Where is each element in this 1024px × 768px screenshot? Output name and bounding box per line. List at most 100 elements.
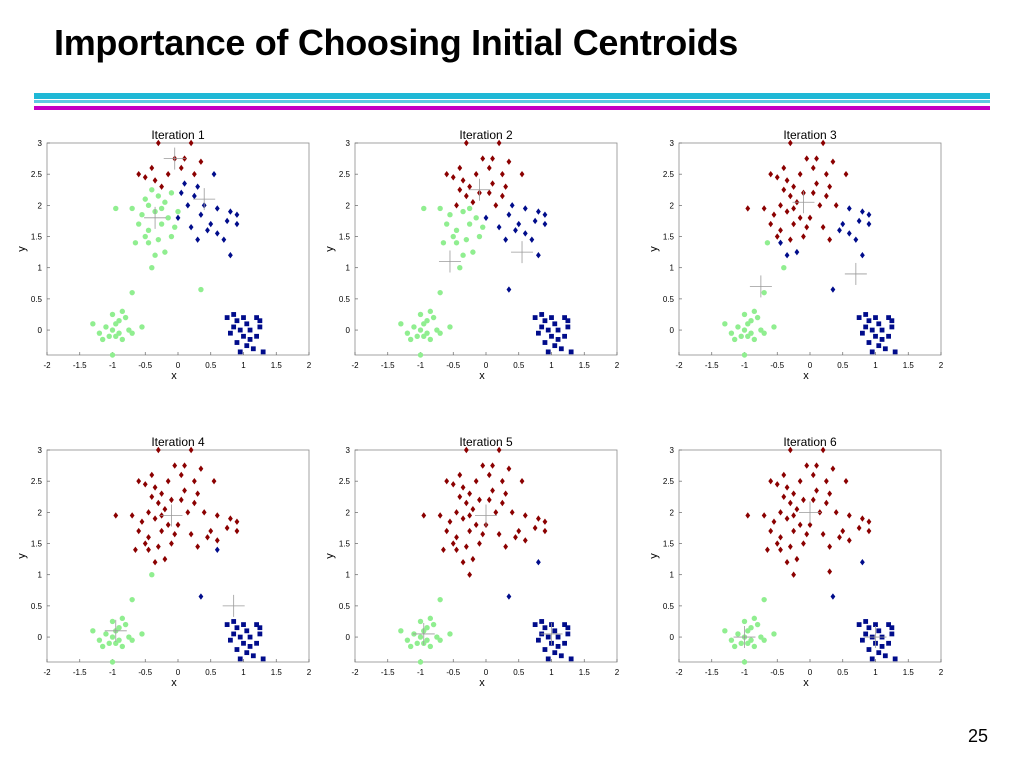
x-tick-label: 1 xyxy=(873,361,878,370)
data-point xyxy=(761,637,767,643)
data-point xyxy=(860,559,865,566)
data-point xyxy=(149,471,155,479)
data-point xyxy=(224,315,230,320)
x-tick-label: 1.5 xyxy=(903,668,915,677)
data-point xyxy=(722,321,728,327)
data-point xyxy=(231,619,237,624)
data-point xyxy=(444,221,450,227)
x-tick-label: 1 xyxy=(873,668,878,677)
data-point xyxy=(751,643,758,650)
data-point xyxy=(751,615,758,622)
data-point xyxy=(146,509,151,516)
data-point xyxy=(437,596,443,603)
data-point xyxy=(198,211,204,218)
data-point xyxy=(791,527,797,535)
data-point xyxy=(454,534,459,541)
data-point xyxy=(493,509,499,516)
data-point xyxy=(414,333,420,339)
data-point xyxy=(109,311,116,318)
data-point xyxy=(731,336,738,343)
data-point xyxy=(522,512,528,519)
y-tick-label: 1.5 xyxy=(663,233,675,242)
data-point xyxy=(480,462,486,469)
data-point xyxy=(142,174,148,181)
data-point xyxy=(801,496,806,504)
data-point xyxy=(447,324,453,330)
x-tick-label: 1 xyxy=(241,668,246,677)
data-point xyxy=(450,540,456,547)
data-point xyxy=(155,193,162,199)
data-point xyxy=(437,205,443,212)
data-point xyxy=(424,625,430,631)
data-point xyxy=(453,240,460,246)
data-point xyxy=(414,640,420,646)
data-point xyxy=(846,230,852,237)
data-point xyxy=(417,634,424,640)
data-point xyxy=(211,170,217,178)
x-tick-label: -1.5 xyxy=(705,668,719,677)
title-rule-cyan-light xyxy=(34,100,990,103)
data-point xyxy=(149,493,155,500)
data-point xyxy=(234,211,240,218)
plot-frame xyxy=(354,449,618,663)
data-point xyxy=(876,650,882,656)
x-tick-label: 0.5 xyxy=(837,668,849,677)
data-point xyxy=(152,515,158,522)
data-point xyxy=(447,518,453,525)
data-point xyxy=(496,446,502,454)
data-point xyxy=(457,265,463,271)
data-point xyxy=(542,518,548,525)
data-point xyxy=(99,336,106,343)
data-point xyxy=(545,634,551,640)
data-point xyxy=(421,333,427,339)
data-point xyxy=(866,527,872,535)
y-tick-label: 0.5 xyxy=(31,602,43,611)
y-axis-label: y xyxy=(16,246,28,252)
data-point xyxy=(781,493,787,500)
scatter-plot-1: Iteration 1 -2 -1.5 -1 -0.5 0 0.5 1 1.5 2 0 0.5 1 1.5… xyxy=(16,128,312,382)
data-point xyxy=(882,653,888,659)
data-point xyxy=(90,628,96,634)
data-point xyxy=(113,512,119,519)
data-point xyxy=(542,211,548,218)
data-point xyxy=(247,634,253,640)
data-point xyxy=(447,631,453,637)
data-point xyxy=(493,202,499,209)
y-tick-label: 1.5 xyxy=(339,540,351,549)
data-point xyxy=(536,330,541,336)
data-point xyxy=(228,637,233,643)
data-point xyxy=(787,499,793,507)
data-point xyxy=(244,321,250,327)
data-point xyxy=(549,333,554,339)
x-tick-label: 1.5 xyxy=(579,668,591,677)
data-point xyxy=(889,318,895,324)
data-point xyxy=(188,530,194,538)
data-point xyxy=(532,315,538,320)
y-tick-label: 2.5 xyxy=(663,170,675,179)
data-point xyxy=(205,227,210,234)
data-point xyxy=(182,462,187,469)
data-point xyxy=(188,446,194,454)
data-point xyxy=(254,315,259,320)
plot-frame xyxy=(46,142,310,356)
data-point xyxy=(237,327,243,333)
y-tick-label: 1 xyxy=(346,264,351,273)
centroid-marker xyxy=(438,250,461,273)
data-point xyxy=(731,643,738,650)
data-point xyxy=(119,336,126,343)
data-point xyxy=(820,139,826,147)
data-point xyxy=(145,202,152,209)
data-point xyxy=(139,631,145,637)
data-point xyxy=(522,230,528,237)
data-point xyxy=(142,481,148,488)
data-point xyxy=(866,220,872,228)
data-point xyxy=(784,177,790,184)
data-point xyxy=(430,314,437,321)
data-point xyxy=(244,650,250,656)
data-point xyxy=(496,530,502,538)
data-point xyxy=(748,318,754,324)
data-point xyxy=(404,637,411,643)
y-axis-label: y xyxy=(324,246,336,252)
x-tick-label: 0 xyxy=(176,668,181,677)
data-point xyxy=(106,333,112,339)
